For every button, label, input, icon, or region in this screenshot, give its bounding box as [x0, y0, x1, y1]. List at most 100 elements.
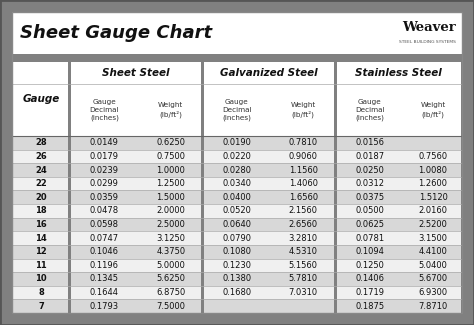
Bar [204, 177, 334, 190]
Text: 2.5200: 2.5200 [419, 220, 447, 229]
Bar [204, 136, 334, 150]
Text: 1.5000: 1.5000 [156, 193, 185, 202]
Text: 5.7810: 5.7810 [289, 274, 318, 283]
Text: 5.0400: 5.0400 [419, 261, 447, 270]
Text: STEEL BUILDING SYSTEMS: STEEL BUILDING SYSTEMS [399, 40, 456, 44]
Text: 28: 28 [35, 138, 47, 147]
Text: 0.1875: 0.1875 [355, 302, 384, 311]
Bar [337, 245, 461, 259]
Text: 0.0250: 0.0250 [355, 165, 384, 175]
Text: 4.3750: 4.3750 [156, 247, 185, 256]
Bar [204, 286, 334, 299]
Text: 0.7500: 0.7500 [156, 152, 185, 161]
Text: 6.8750: 6.8750 [156, 288, 185, 297]
Text: 1.2600: 1.2600 [419, 179, 447, 188]
Text: 0.1196: 0.1196 [90, 261, 119, 270]
Bar [13, 190, 68, 204]
Bar [337, 231, 461, 245]
Text: 0.0598: 0.0598 [90, 220, 119, 229]
Bar [12, 12, 462, 54]
Text: 0.7560: 0.7560 [419, 152, 447, 161]
Text: 0.0781: 0.0781 [355, 234, 384, 243]
Text: 1.0080: 1.0080 [419, 165, 447, 175]
Text: 0.1380: 0.1380 [222, 274, 252, 283]
Bar [72, 231, 201, 245]
Text: 0.0640: 0.0640 [222, 220, 252, 229]
Text: 10: 10 [35, 274, 47, 283]
Text: 1.0000: 1.0000 [156, 165, 185, 175]
Text: Weight
(lb/ft²): Weight (lb/ft²) [158, 102, 183, 118]
Text: 3.1250: 3.1250 [156, 234, 185, 243]
Text: 5.0000: 5.0000 [156, 261, 185, 270]
Text: 0.0359: 0.0359 [90, 193, 119, 202]
Bar [337, 272, 461, 286]
Text: 7.0310: 7.0310 [289, 288, 318, 297]
Text: 0.9060: 0.9060 [289, 152, 318, 161]
Bar [337, 177, 461, 190]
Text: 0.1046: 0.1046 [90, 247, 119, 256]
Text: 0.1406: 0.1406 [355, 274, 384, 283]
Text: 0.0790: 0.0790 [222, 234, 252, 243]
Bar [204, 299, 334, 313]
Bar [72, 190, 201, 204]
Text: 0.6250: 0.6250 [156, 138, 185, 147]
Text: 7.5000: 7.5000 [156, 302, 185, 311]
Bar [13, 204, 68, 218]
Text: 3.1500: 3.1500 [419, 234, 447, 243]
Text: Gauge
Decimal
(inches): Gauge Decimal (inches) [90, 99, 119, 121]
Bar [13, 286, 68, 299]
Bar [204, 231, 334, 245]
Text: 11: 11 [35, 261, 47, 270]
Text: Galvanized Steel: Galvanized Steel [220, 68, 318, 78]
Bar [337, 190, 461, 204]
Bar [337, 218, 461, 231]
Text: 1.6560: 1.6560 [289, 193, 318, 202]
Bar [72, 299, 201, 313]
Text: 0.1793: 0.1793 [90, 302, 119, 311]
Text: 5.6700: 5.6700 [419, 274, 447, 283]
Text: Stainless Steel: Stainless Steel [355, 68, 442, 78]
Text: 5.6250: 5.6250 [156, 274, 185, 283]
Text: 2.6560: 2.6560 [289, 220, 318, 229]
Bar [72, 286, 201, 299]
Text: 2.0000: 2.0000 [156, 206, 185, 215]
Bar [204, 272, 334, 286]
Text: 1.1560: 1.1560 [289, 165, 318, 175]
Text: Weight
(lb/ft²): Weight (lb/ft²) [420, 102, 446, 118]
Text: 22: 22 [35, 179, 47, 188]
Bar [204, 150, 334, 163]
Text: 0.0239: 0.0239 [90, 165, 119, 175]
Bar [337, 259, 461, 272]
Bar [72, 204, 201, 218]
Bar [204, 259, 334, 272]
Text: 4.4100: 4.4100 [419, 247, 447, 256]
Bar [13, 177, 68, 190]
Bar [12, 62, 462, 313]
Text: 7.8710: 7.8710 [419, 302, 447, 311]
Bar [337, 299, 461, 313]
Text: 20: 20 [35, 193, 47, 202]
Bar [13, 231, 68, 245]
Text: 0.1680: 0.1680 [222, 288, 252, 297]
Text: 0.1345: 0.1345 [90, 274, 119, 283]
Bar [13, 299, 68, 313]
Text: 0.0312: 0.0312 [355, 179, 384, 188]
Bar [337, 286, 461, 299]
Bar [13, 150, 68, 163]
Bar [337, 204, 461, 218]
Bar [72, 177, 201, 190]
Text: 6.9300: 6.9300 [419, 288, 447, 297]
Text: 0.0340: 0.0340 [222, 179, 252, 188]
Text: Gauge: Gauge [22, 94, 60, 104]
Text: 2.1560: 2.1560 [289, 206, 318, 215]
Text: 8: 8 [38, 288, 44, 297]
Text: 0.0190: 0.0190 [223, 138, 251, 147]
Text: 24: 24 [35, 165, 47, 175]
Text: 3.2810: 3.2810 [289, 234, 318, 243]
Text: Sheet Steel: Sheet Steel [102, 68, 170, 78]
Text: 0.0220: 0.0220 [223, 152, 251, 161]
Text: Weaver: Weaver [402, 21, 456, 34]
Text: 0.0280: 0.0280 [222, 165, 252, 175]
Bar [13, 163, 68, 177]
Bar [204, 245, 334, 259]
